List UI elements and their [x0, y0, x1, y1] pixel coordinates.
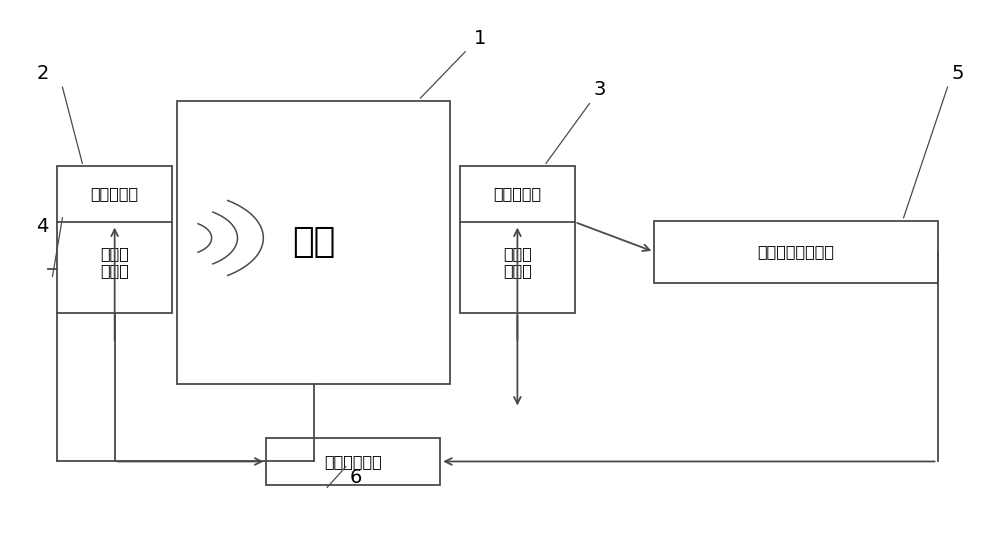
Text: 数据处理中心: 数据处理中心 — [324, 454, 382, 469]
Text: 位移检
测装置: 位移检 测装置 — [503, 246, 532, 278]
Bar — [460, 166, 575, 313]
Bar — [57, 166, 172, 313]
Text: 1: 1 — [474, 29, 486, 48]
Text: 位移检
测装置: 位移检 测装置 — [100, 246, 129, 278]
Text: 5: 5 — [951, 64, 964, 83]
Text: 声波发生器: 声波发生器 — [91, 186, 139, 201]
Text: 数据采集传输装置: 数据采集传输装置 — [757, 244, 834, 260]
Text: 6: 6 — [350, 468, 362, 487]
Bar — [177, 101, 450, 384]
Text: 声波拾取器: 声波拾取器 — [493, 186, 541, 201]
Bar — [654, 221, 938, 283]
Text: 炉膛: 炉膛 — [292, 226, 335, 260]
Text: 3: 3 — [593, 80, 606, 100]
Text: 2: 2 — [36, 64, 49, 83]
Text: 4: 4 — [36, 217, 49, 235]
Bar — [266, 438, 440, 485]
